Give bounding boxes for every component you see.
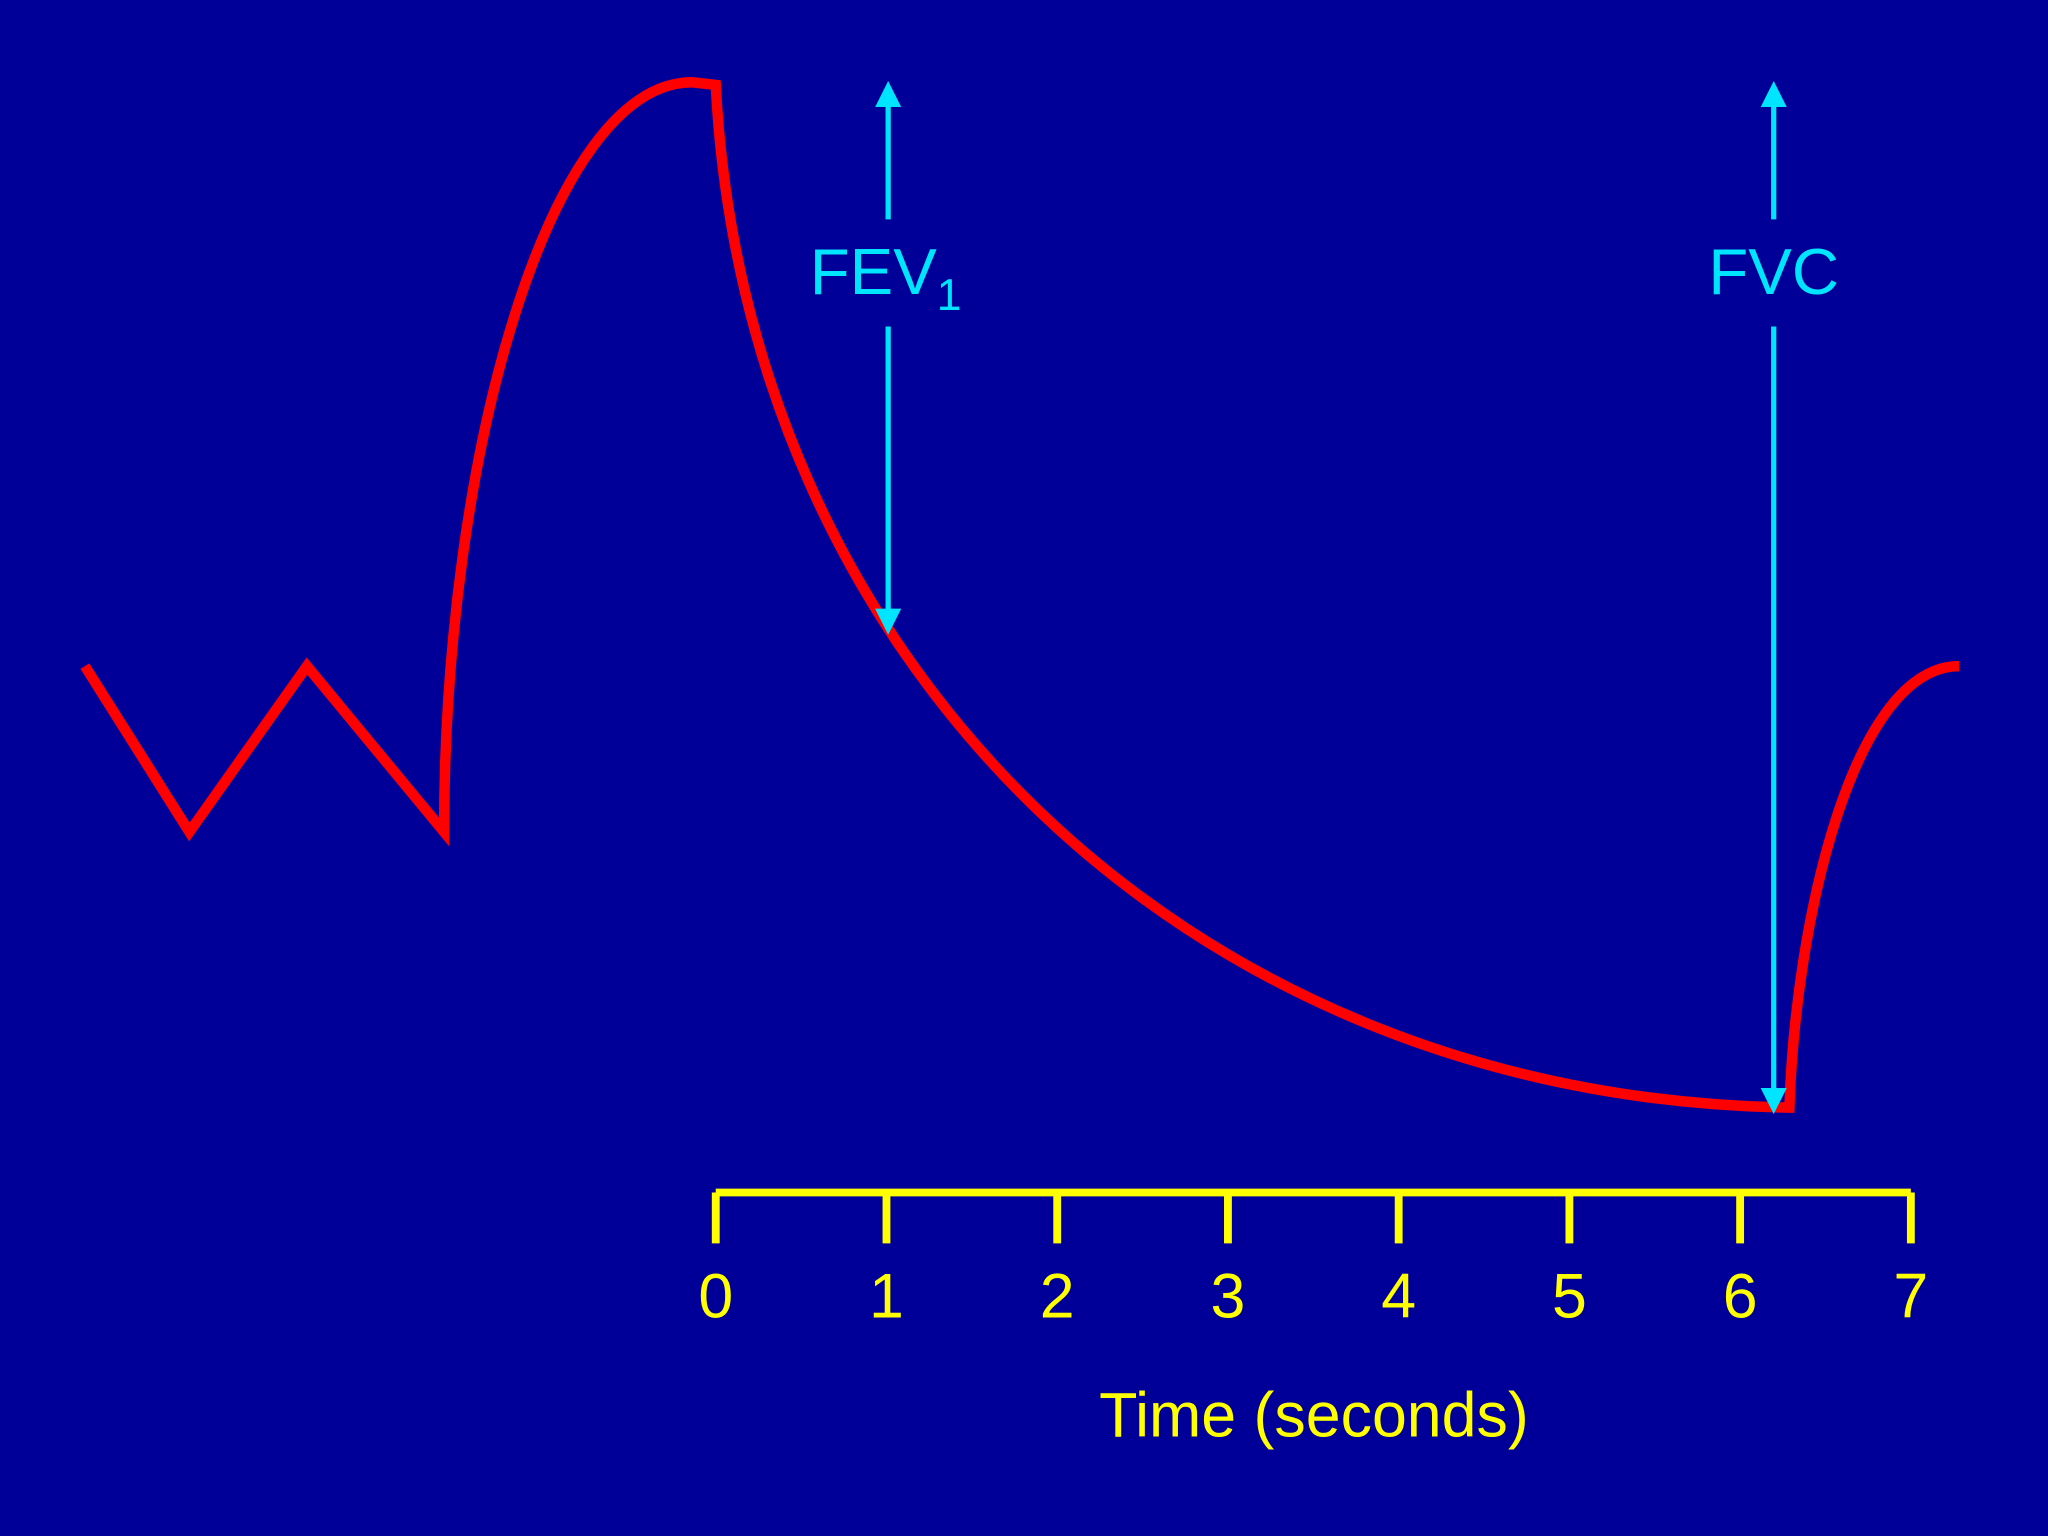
tick-label: 0 [698,1261,733,1331]
volume-curve [80,77,1960,1113]
tick-label: 7 [1893,1261,1928,1331]
fev1-label: FEV1 [810,235,962,319]
tick-label: 5 [1552,1261,1587,1331]
tick-label: 4 [1381,1261,1416,1331]
fvc-label: FVC [1708,235,1839,308]
axis-title: Time (seconds) [1099,1380,1529,1450]
tick-label: 1 [869,1261,904,1331]
tick-label: 6 [1723,1261,1758,1331]
tick-label: 2 [1040,1261,1075,1331]
label-main: FEV [810,235,937,308]
tick-label: 3 [1211,1261,1246,1331]
ticks: 0 1 2 3 4 5 6 7 [698,1192,1928,1331]
label-subscript: 1 [937,271,962,320]
